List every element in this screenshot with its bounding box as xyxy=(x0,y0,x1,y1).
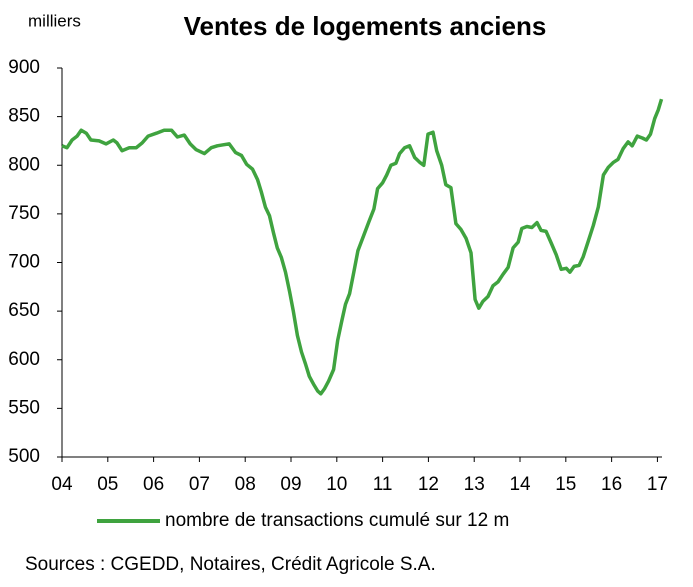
x-tick-label: 04 xyxy=(51,474,73,495)
y-tick-label: 600 xyxy=(8,349,40,370)
source-note: Sources : CGEDD, Notaires, Crédit Agrico… xyxy=(25,554,436,575)
data-line xyxy=(61,98,664,396)
x-tick-label: 16 xyxy=(601,474,622,495)
y-tick-label: 800 xyxy=(8,154,40,175)
y-tick-label: 700 xyxy=(8,252,40,273)
x-tick-label: 08 xyxy=(235,474,256,495)
x-tick-label: 06 xyxy=(143,474,164,495)
y-tick-label: 550 xyxy=(8,397,40,418)
x-tick-label: 12 xyxy=(418,474,439,495)
x-tick-label: 09 xyxy=(280,474,301,495)
legend-label: nombre de transactions cumulé sur 12 m xyxy=(165,510,509,531)
y-tick-label: 850 xyxy=(8,106,40,127)
y-tick-label: 750 xyxy=(8,203,40,224)
y-axis-label: milliers xyxy=(28,11,81,30)
x-tick-label: 07 xyxy=(189,474,210,495)
y-tick-label: 500 xyxy=(8,446,40,467)
x-tick-label: 10 xyxy=(326,474,347,495)
x-tick-label: 14 xyxy=(509,474,531,495)
chart-title: Ventes de logements anciens xyxy=(184,11,547,41)
x-tick-label: 11 xyxy=(373,474,393,495)
x-tick-label: 15 xyxy=(555,474,576,495)
y-tick-label: 900 xyxy=(8,57,40,78)
x-tick-label: 05 xyxy=(97,474,118,495)
x-tick-label: 17 xyxy=(647,474,668,495)
x-tick-label: 13 xyxy=(464,474,485,495)
y-tick-label: 650 xyxy=(8,300,40,321)
